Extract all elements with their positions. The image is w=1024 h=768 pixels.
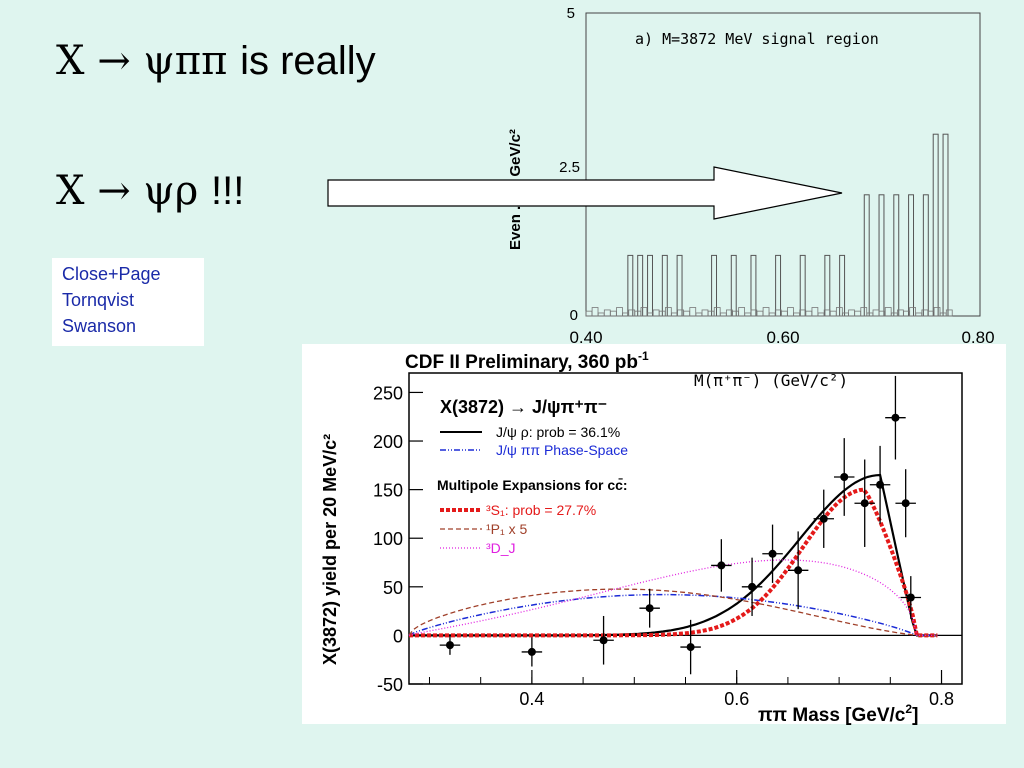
legend-entry-3s1: ³S₁: prob = 27.7% bbox=[486, 502, 596, 518]
data-point bbox=[906, 593, 915, 602]
x-tick-label: 0.6 bbox=[724, 689, 749, 709]
references-box: Close+Page Tornqvist Swanson bbox=[52, 258, 204, 346]
3s1-curve bbox=[409, 487, 938, 638]
sideband-bin bbox=[787, 307, 794, 317]
y-tick-label: 200 bbox=[373, 432, 403, 452]
data-point bbox=[794, 566, 803, 575]
y-axis-label: X(3872) yield per 20 MeV/c² bbox=[320, 434, 340, 665]
data-point bbox=[717, 561, 726, 570]
y-tick-label: 0 bbox=[393, 626, 403, 646]
sideband-bin bbox=[616, 307, 623, 317]
data-point bbox=[599, 636, 608, 645]
sideband-bin bbox=[762, 307, 770, 317]
y-tick-label: 0 bbox=[570, 307, 578, 324]
headline-equation-2: X → ψρ !!! bbox=[56, 168, 244, 214]
legend-entry-phase-space: J/ψ ππ Phase-Space bbox=[496, 442, 628, 458]
y-tick-label: 2.5 bbox=[559, 159, 580, 176]
y-tick-label: 100 bbox=[373, 529, 403, 549]
reference-item: Close+Page bbox=[62, 264, 161, 284]
equation-text: !!! bbox=[211, 169, 245, 213]
data-points bbox=[439, 375, 922, 675]
reference-item: Swanson bbox=[62, 316, 137, 336]
sideband-bin bbox=[909, 307, 916, 317]
data-point bbox=[819, 514, 828, 523]
sideband-bin bbox=[884, 307, 892, 317]
data-point bbox=[860, 499, 869, 508]
legend-entry-1p1: ¹P₁ x 5 bbox=[486, 521, 528, 537]
data-point bbox=[748, 582, 757, 591]
sideband-bin bbox=[811, 307, 819, 317]
sideband-bin bbox=[835, 307, 843, 317]
data-point bbox=[768, 549, 777, 558]
equation-math: X → ψππ bbox=[56, 38, 228, 84]
top-histogram-x-axis-label: M(π⁺π⁻) (GeV/c²) bbox=[694, 371, 848, 390]
x-tick-label: 0.60 bbox=[766, 328, 799, 347]
x-tick-label: 0.4 bbox=[519, 689, 544, 709]
y-tick-label: 150 bbox=[373, 481, 403, 501]
x-tick-label: 0.8 bbox=[929, 689, 954, 709]
y-tick-label: 50 bbox=[383, 578, 403, 598]
arrow-shape bbox=[327, 166, 843, 220]
sideband-bin bbox=[640, 307, 648, 317]
data-point bbox=[686, 643, 695, 652]
headline-equation-1: X → ψππ is really bbox=[56, 38, 376, 84]
y-tick-label: 5 bbox=[567, 5, 575, 22]
sideband-bin bbox=[933, 307, 941, 317]
data-point bbox=[891, 413, 900, 422]
sideband-bin bbox=[713, 307, 721, 317]
legend-heading: X(3872) → J/ψπ⁺π⁻ bbox=[440, 397, 607, 417]
legend-entry-3dj: ³D_J bbox=[486, 540, 516, 556]
1p1-curve bbox=[408, 588, 938, 637]
plot-title: CDF II Preliminary, 360 pb-1 bbox=[405, 349, 649, 373]
data-point bbox=[901, 499, 910, 508]
x-tick-label: 0.40 bbox=[569, 328, 602, 347]
x-tick-label: 0.80 bbox=[961, 328, 994, 347]
x-axis-label: ππ Mass [GeV/c2] bbox=[758, 702, 918, 726]
sideband-bin bbox=[689, 307, 697, 317]
3dj-curve bbox=[408, 559, 938, 637]
sideband-bin bbox=[945, 309, 953, 317]
sideband-bin bbox=[664, 307, 672, 317]
data-point bbox=[445, 641, 454, 650]
data-point bbox=[645, 604, 654, 613]
rho-curve bbox=[409, 473, 938, 637]
sideband-bin bbox=[591, 307, 599, 317]
model-curves bbox=[408, 473, 938, 638]
data-point bbox=[527, 647, 536, 656]
equation-text: is really bbox=[240, 39, 376, 83]
sideband-bin bbox=[860, 307, 868, 317]
equation-math: X → ψρ bbox=[56, 168, 199, 214]
data-point bbox=[876, 480, 885, 489]
data-point bbox=[840, 472, 849, 481]
histogram-bins bbox=[585, 133, 953, 317]
y-tick-label: -50 bbox=[377, 675, 403, 695]
legend-subheading: Multipole Expansions for cc̄: bbox=[437, 476, 628, 493]
bottom-figure-background bbox=[302, 344, 1006, 724]
phase-space-curve bbox=[408, 593, 938, 637]
histogram-title: a) M=3872 MeV signal region bbox=[635, 30, 879, 48]
reference-item: Tornqvist bbox=[62, 290, 135, 310]
sideband-bin bbox=[738, 307, 745, 317]
y-tick-label: 250 bbox=[373, 383, 403, 403]
legend-entry-rho: J/ψ ρ: prob = 36.1% bbox=[496, 424, 620, 440]
